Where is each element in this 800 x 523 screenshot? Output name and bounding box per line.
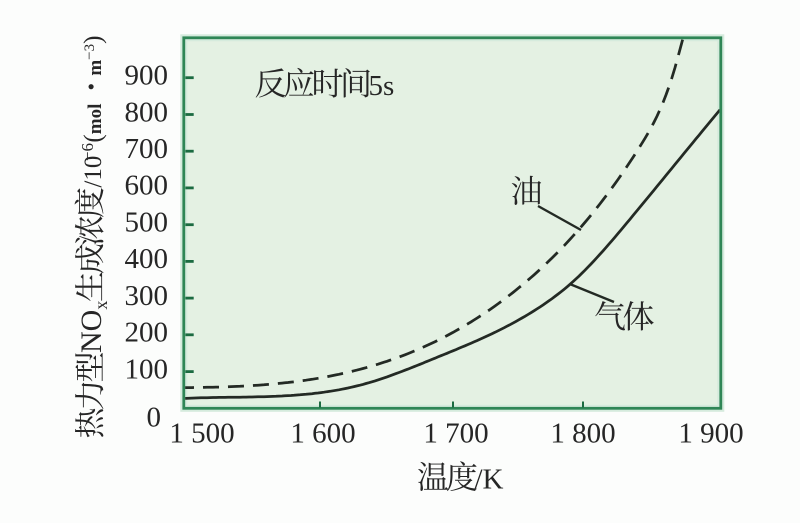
svg-text:−6: −6 [78, 143, 97, 161]
svg-text:500: 500 [125, 207, 169, 239]
svg-text:600: 600 [125, 170, 169, 202]
svg-text:0: 0 [147, 402, 162, 434]
svg-text:700: 700 [125, 133, 169, 165]
svg-text:1 600: 1 600 [290, 418, 355, 450]
svg-text:): ) [80, 36, 107, 44]
svg-text:5s: 5s [369, 70, 395, 102]
svg-text:400: 400 [125, 243, 169, 275]
svg-text:x: x [91, 301, 111, 310]
svg-text:1 700: 1 700 [423, 418, 488, 450]
svg-text:1 800: 1 800 [550, 418, 615, 450]
svg-text:900: 900 [125, 60, 169, 92]
svg-text:−3: −3 [82, 44, 98, 60]
svg-text:300: 300 [125, 280, 169, 312]
svg-text:mol: mol [85, 104, 106, 135]
svg-text:1 900: 1 900 [678, 418, 743, 450]
svg-text:•: • [82, 83, 103, 90]
svg-text:/K: /K [475, 464, 504, 496]
svg-text:m: m [85, 60, 106, 76]
svg-text:(: ( [80, 134, 107, 142]
svg-text:NO: NO [75, 310, 108, 353]
svg-text:/10: /10 [80, 156, 107, 188]
svg-text:200: 200 [125, 317, 169, 349]
svg-text:1 500: 1 500 [169, 418, 234, 450]
svg-text:800: 800 [125, 96, 169, 128]
svg-text:100: 100 [125, 353, 169, 385]
